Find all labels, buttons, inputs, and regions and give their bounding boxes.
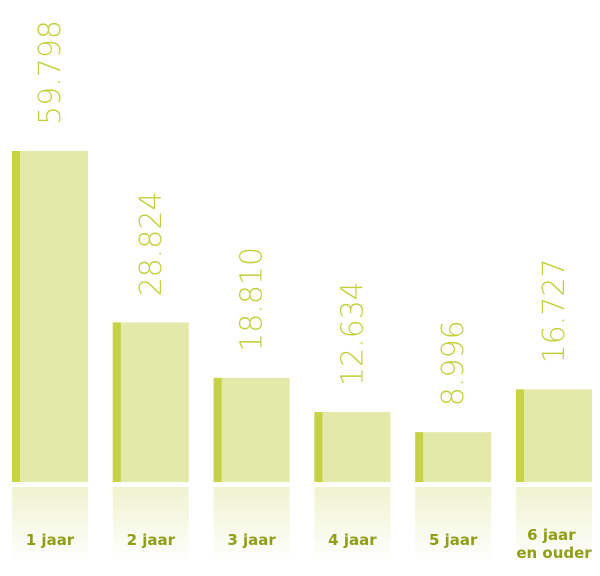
- bar-accent: [12, 151, 20, 482]
- bar: [516, 389, 592, 482]
- value-label: 28.824: [134, 191, 169, 296]
- bar: [415, 432, 492, 482]
- reflection: [112, 487, 189, 562]
- x-tick-label: 4 jaar: [328, 531, 377, 549]
- value-label: 12.634: [335, 281, 370, 386]
- value-label: 8.996: [436, 320, 471, 406]
- bar-accent: [516, 389, 524, 482]
- x-tick-label: 2 jaar: [127, 531, 176, 549]
- bar: [12, 151, 88, 482]
- value-label: 16.727: [537, 258, 572, 363]
- bar: [314, 412, 391, 482]
- reflection: [415, 487, 492, 562]
- bar-accent: [213, 377, 222, 482]
- bar: [213, 377, 290, 482]
- reflection: [516, 487, 592, 562]
- bar: [112, 322, 189, 482]
- reflection: [314, 487, 391, 562]
- x-tick-label: 5 jaar: [429, 531, 478, 549]
- value-label: 59.798: [33, 20, 68, 125]
- x-tick-label: 1 jaar: [26, 531, 75, 549]
- reflection: [213, 487, 290, 562]
- bar-accent: [112, 322, 121, 482]
- x-tick-label: 3 jaar: [227, 531, 276, 549]
- value-label: 18.810: [235, 247, 270, 352]
- bar-accent: [415, 432, 424, 482]
- bar-accent: [314, 412, 323, 482]
- reflection: [12, 487, 88, 562]
- x-tick-label: 6 jaar en ouder: [516, 526, 592, 562]
